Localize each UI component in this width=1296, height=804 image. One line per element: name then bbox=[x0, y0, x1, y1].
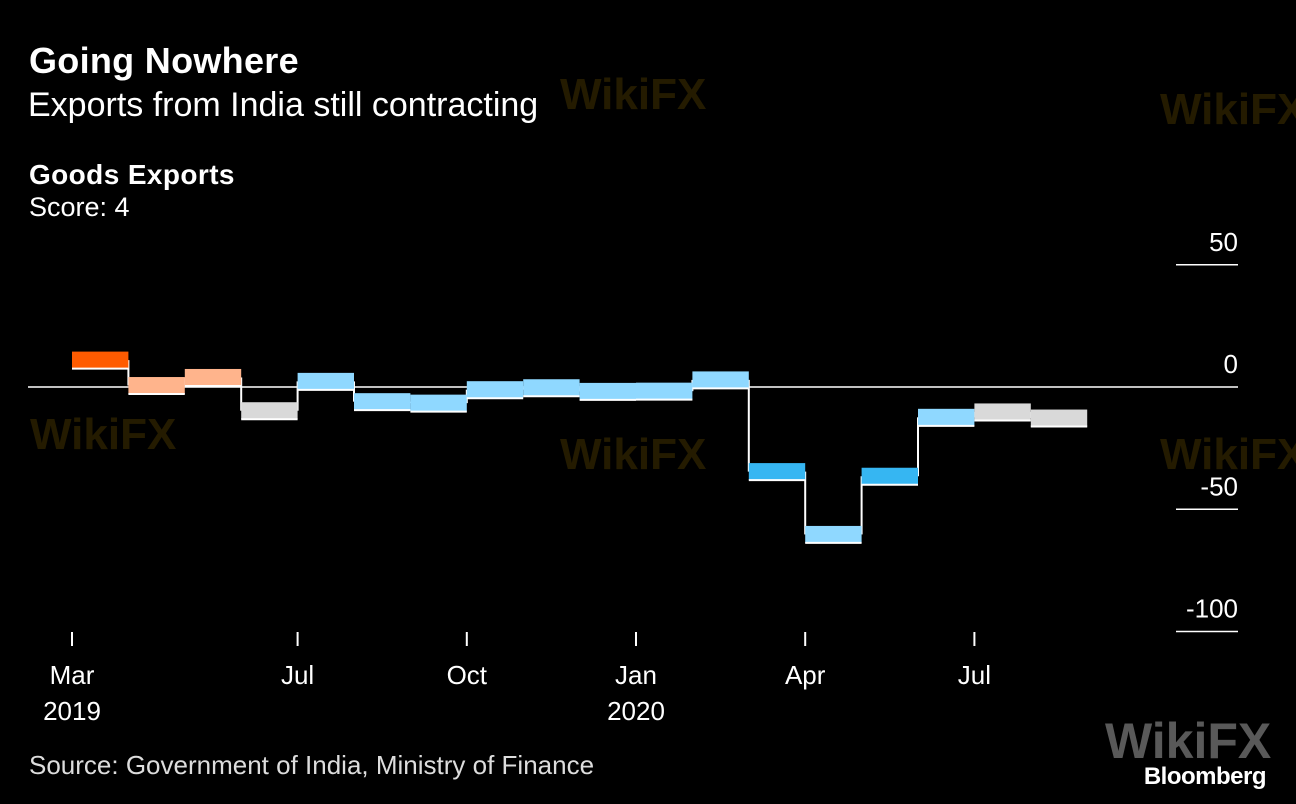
watermark: WikiFX bbox=[1160, 430, 1296, 479]
x-tick-label: Jan bbox=[615, 660, 657, 690]
step-segment bbox=[410, 394, 467, 412]
step-segment bbox=[184, 368, 242, 386]
x-tick-label: Jul bbox=[958, 660, 991, 690]
step-segment bbox=[579, 382, 636, 400]
panel-title: Goods Exports bbox=[29, 159, 235, 190]
x-tick-year: 2019 bbox=[43, 696, 101, 726]
step-segment bbox=[128, 377, 185, 395]
step-segment bbox=[354, 393, 411, 411]
watermark: WikiFX bbox=[1160, 85, 1296, 134]
x-tick-year: 2020 bbox=[607, 696, 665, 726]
chart-title: Going Nowhere bbox=[29, 40, 299, 81]
x-tick-label: Apr bbox=[785, 660, 826, 690]
y-tick-label: 0 bbox=[1224, 349, 1238, 379]
score-label: Score: 4 bbox=[29, 192, 130, 222]
source-note: Source: Government of India, Ministry of… bbox=[29, 750, 595, 780]
step-segment bbox=[241, 402, 298, 420]
y-tick-label: 50 bbox=[1209, 227, 1238, 257]
watermark: WikiFX bbox=[560, 70, 707, 119]
watermark: WikiFX bbox=[560, 430, 707, 479]
step-segment bbox=[918, 408, 975, 426]
step-segment bbox=[748, 463, 806, 481]
step-segment bbox=[636, 382, 693, 400]
y-tick-label: -50 bbox=[1200, 471, 1238, 501]
step-segment bbox=[1030, 409, 1088, 427]
x-tick-label: Mar bbox=[50, 660, 95, 690]
y-tick-label: -100 bbox=[1186, 594, 1238, 624]
step-segment bbox=[974, 403, 1031, 421]
bloomberg-logo: Bloomberg bbox=[1143, 763, 1267, 790]
watermark: WikiFX bbox=[30, 410, 177, 459]
step-segment bbox=[72, 351, 129, 369]
step-segment bbox=[692, 371, 749, 389]
chart-subtitle: Exports from India still contracting bbox=[28, 86, 539, 124]
step-segment bbox=[861, 467, 918, 485]
step-segment bbox=[523, 379, 580, 397]
step-segment bbox=[297, 372, 354, 390]
watermark: WikiFX bbox=[1105, 713, 1272, 769]
x-tick-label: Oct bbox=[447, 660, 488, 690]
x-tick-label: Jul bbox=[281, 660, 314, 690]
step-segment bbox=[805, 525, 862, 543]
step-segment bbox=[466, 381, 524, 399]
